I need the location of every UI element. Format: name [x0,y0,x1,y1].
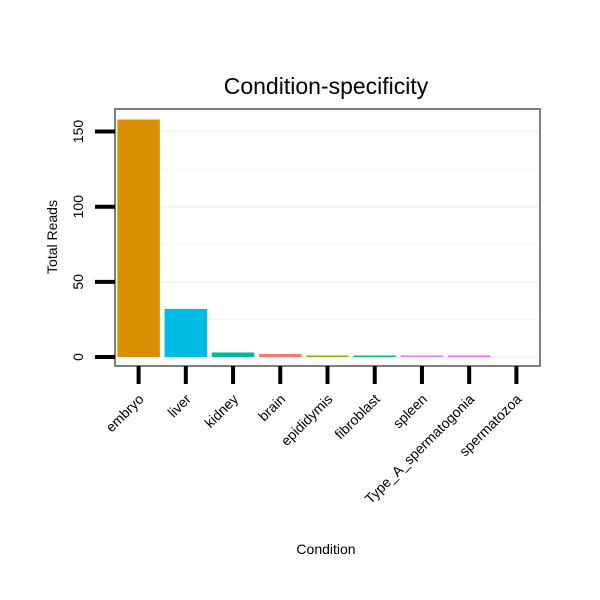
bar-kidney [211,352,255,357]
x-axis-label: Condition [296,541,355,557]
y-axis: 0 50 100 150 [70,120,115,361]
y-tick-label: 150 [70,120,86,144]
bar-liver [164,308,208,357]
bar-type-a-spermatogonia [447,355,491,357]
y-tick-label: 100 [70,195,86,219]
y-axis-label: Total Reads [44,200,60,274]
y-tick-label: 0 [70,353,86,361]
bar-brain [259,353,302,357]
bar-embryo [117,119,160,357]
bar-epididymis [306,355,349,357]
chart-title: Condition-specificity [224,73,429,99]
y-tick-label: 50 [70,274,86,290]
bar-spleen [400,355,444,357]
bars [117,119,491,357]
bar-fibroblast [353,355,396,357]
